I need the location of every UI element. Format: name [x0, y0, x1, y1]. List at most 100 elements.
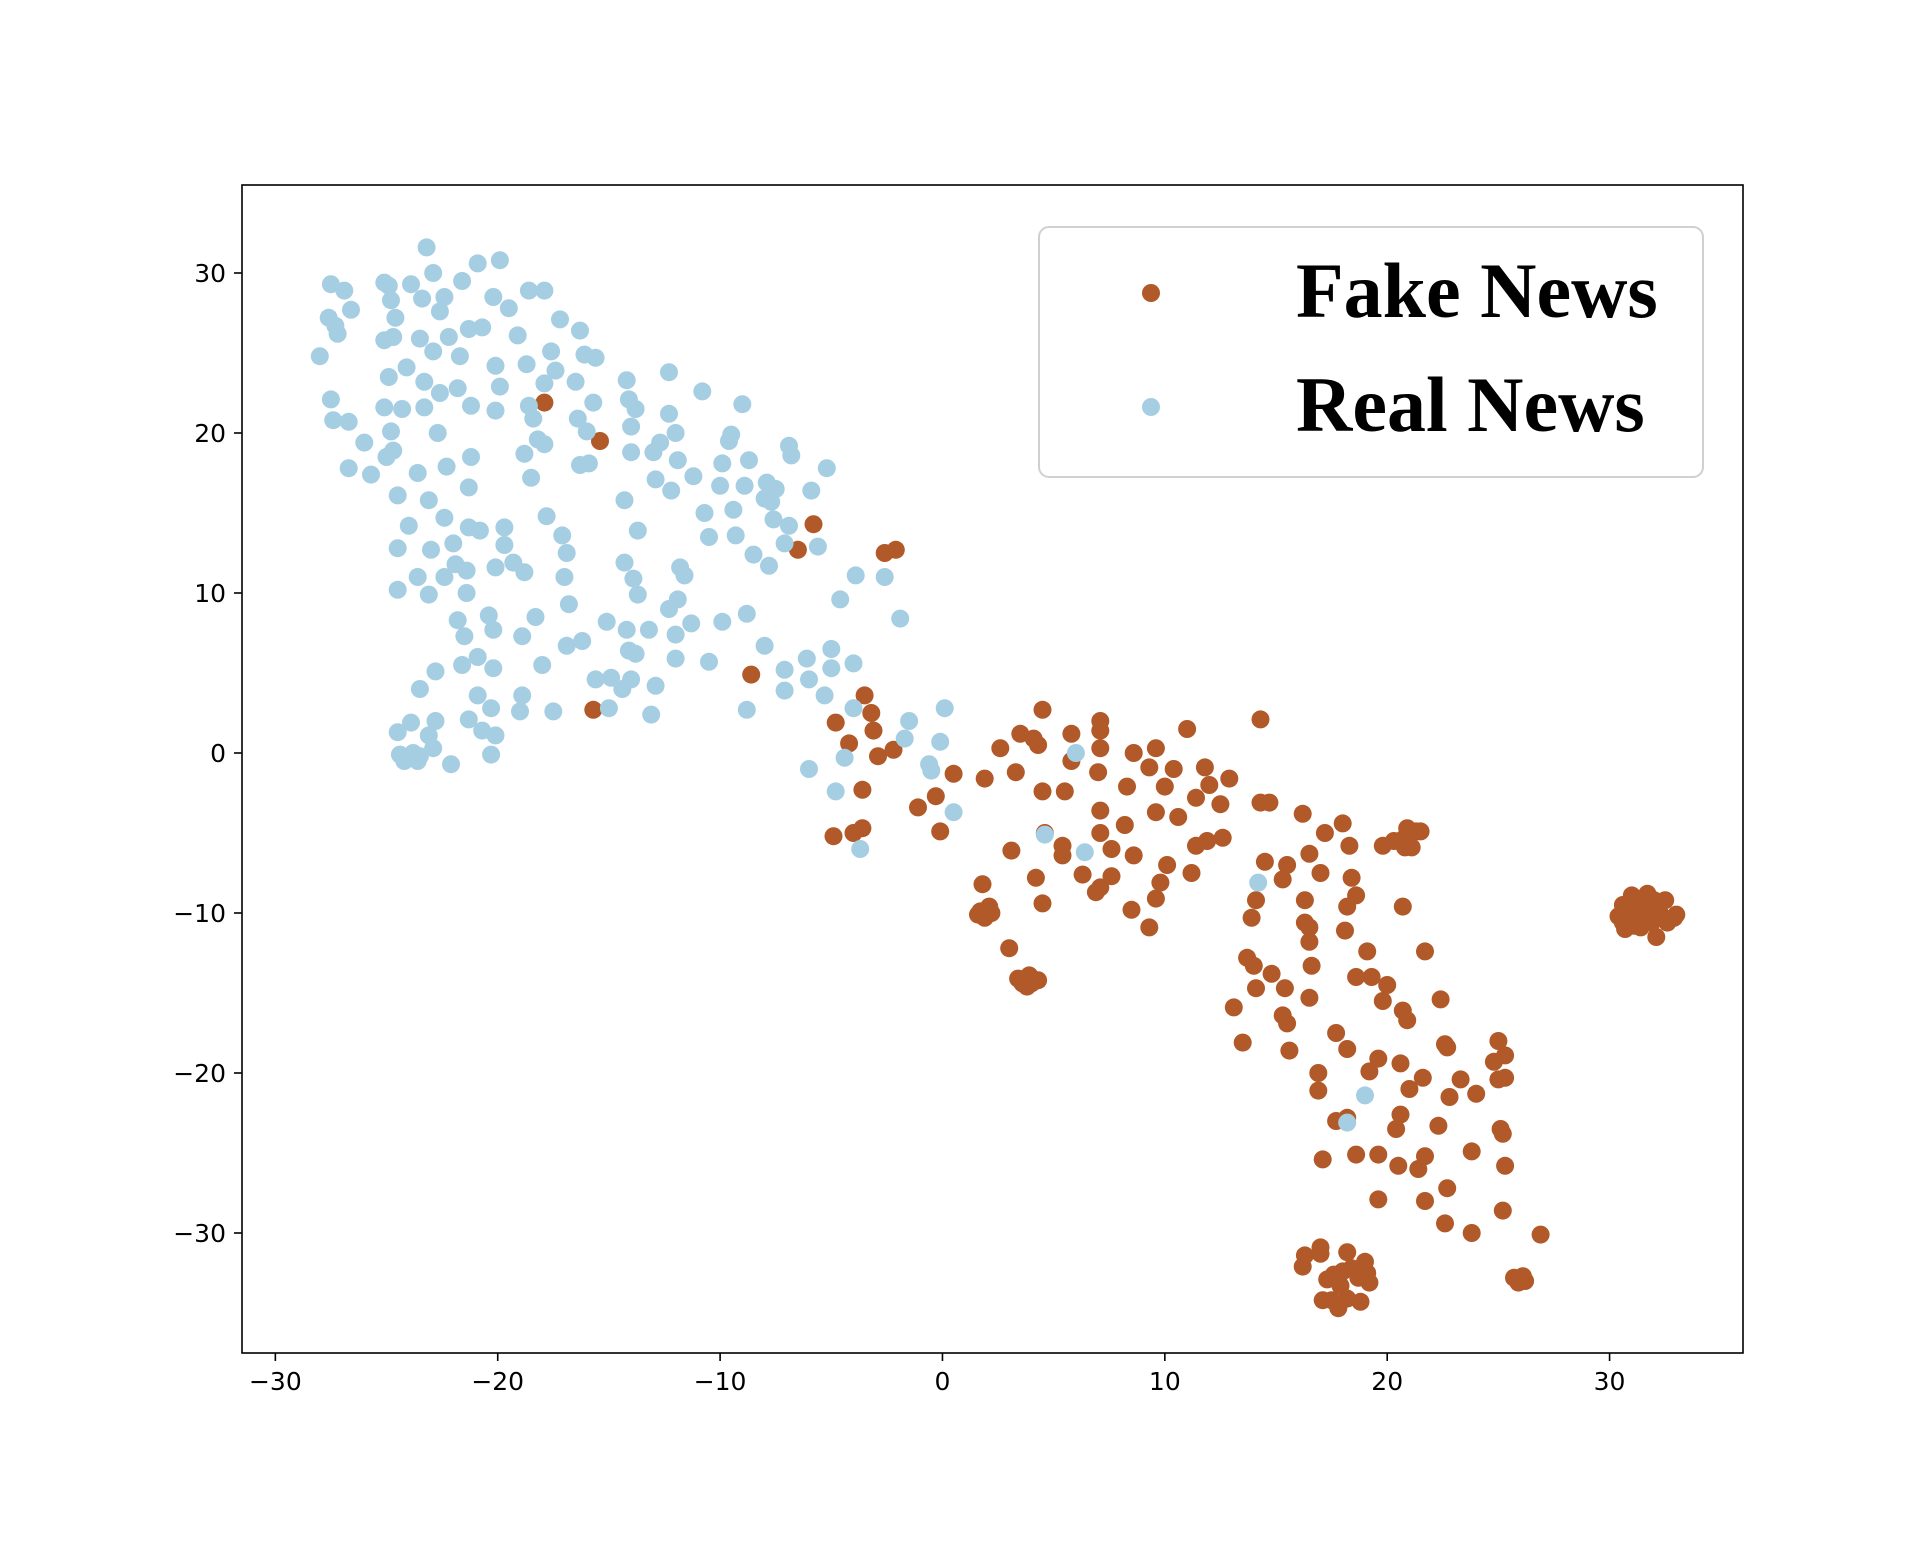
point-real-news-24: [459, 320, 478, 338]
point-real-news-106: [455, 627, 474, 646]
point-real-news-43: [379, 368, 398, 386]
point-real-news-109: [513, 627, 532, 646]
point-real-news-98: [408, 568, 427, 586]
point-fake-news-28: [1029, 736, 1048, 754]
point-fake-news-105: [1273, 870, 1292, 889]
point-fake-news-65: [1073, 865, 1092, 884]
point-real-news-65: [577, 422, 596, 441]
point-fake-news-45: [1091, 801, 1110, 820]
point-fake-news-163: [1467, 1084, 1486, 1103]
point-real-news-136: [399, 748, 418, 767]
point-real-news-160: [780, 436, 798, 455]
point-fake-news-101: [1224, 998, 1243, 1017]
point-fake-news-14: [884, 740, 903, 759]
point-fake-news-144: [1438, 1038, 1457, 1057]
point-real-news-104: [559, 595, 578, 614]
point-fake-news-175: [1531, 1225, 1550, 1244]
point-real-news-235: [1075, 843, 1094, 862]
point-real-news-184: [675, 566, 694, 585]
point-fake-news-181: [1411, 822, 1430, 841]
point-fake-news-18: [944, 764, 963, 783]
point-real-news-122: [511, 702, 529, 721]
point-fake-news-125: [1338, 1040, 1357, 1058]
point-fake-news-147: [1369, 1049, 1388, 1068]
point-real-news-208: [737, 700, 756, 719]
point-fake-news-48: [1200, 776, 1219, 794]
point-fake-news-129: [1336, 921, 1354, 940]
point-fake-news-228: [1656, 891, 1675, 910]
point-real-news-147: [660, 404, 678, 423]
point-real-news-71: [408, 464, 427, 482]
point-real-news-140: [617, 371, 636, 390]
point-fake-news-164: [1462, 1142, 1481, 1161]
point-real-news-42: [566, 372, 585, 391]
point-real-news-101: [457, 584, 476, 602]
point-fake-news-57: [1158, 856, 1177, 874]
point-fake-news-119: [1278, 1014, 1297, 1033]
point-real-news-48: [490, 377, 509, 396]
point-real-news-72: [437, 457, 456, 476]
point-real-news-223: [935, 699, 954, 718]
point-fake-news-8: [855, 686, 874, 705]
point-real-news-143: [733, 395, 752, 414]
point-real-news-91: [553, 526, 572, 545]
point-fake-news-115: [1302, 956, 1321, 975]
point-fake-news-27: [1033, 700, 1052, 719]
point-real-news-21: [413, 289, 432, 308]
point-fake-news-167: [1489, 1032, 1508, 1050]
point-real-news-139: [482, 745, 501, 764]
point-fake-news-7: [584, 700, 603, 719]
point-fake-news-51: [1187, 788, 1205, 807]
y-tick-label: −10: [173, 899, 226, 928]
point-fake-news-96: [1247, 891, 1265, 910]
point-real-news-202: [602, 668, 621, 687]
legend-label-real-news: Real News: [1296, 361, 1645, 448]
point-fake-news-188: [1311, 1244, 1330, 1263]
point-fake-news-141: [1413, 1068, 1432, 1087]
point-fake-news-64: [1086, 883, 1105, 902]
point-fake-news-140: [1416, 942, 1434, 961]
point-real-news-166: [646, 470, 665, 489]
point-fake-news-67: [1053, 846, 1072, 865]
point-real-news-44: [397, 358, 416, 377]
point-fake-news-36: [1164, 760, 1183, 778]
point-real-news-232: [851, 840, 870, 858]
point-fake-news-205: [1351, 1292, 1370, 1311]
point-fake-news-13: [869, 747, 887, 766]
point-real-news-5: [335, 281, 354, 300]
point-fake-news-33: [1091, 739, 1110, 758]
point-real-news-175: [628, 521, 647, 540]
point-real-news-118: [410, 680, 429, 698]
point-real-news-113: [468, 648, 487, 666]
point-real-news-205: [646, 676, 665, 695]
x-tick-label: 30: [1594, 1367, 1626, 1396]
point-fake-news-136: [1373, 992, 1392, 1010]
point-fake-news-99: [1244, 956, 1263, 975]
point-real-news-117: [426, 662, 445, 681]
point-real-news-59: [462, 396, 480, 415]
point-fake-news-133: [1358, 942, 1377, 961]
point-real-news-191: [737, 604, 756, 623]
point-real-news-213: [800, 670, 818, 689]
point-fake-news-124: [1327, 1024, 1346, 1042]
point-fake-news-134: [1362, 968, 1381, 986]
x-tick-label: −30: [249, 1367, 302, 1396]
point-real-news-238: [1338, 1113, 1357, 1132]
point-real-news-185: [624, 569, 643, 588]
point-real-news-163: [713, 454, 732, 473]
point-real-news-228: [835, 748, 854, 767]
point-real-news-225: [931, 732, 950, 751]
point-real-news-151: [644, 443, 663, 462]
point-real-news-194: [639, 620, 658, 639]
point-fake-news-70: [1033, 894, 1052, 913]
point-real-news-39: [586, 348, 605, 367]
point-real-news-123: [544, 702, 563, 721]
point-real-news-84: [444, 534, 463, 553]
point-real-news-229: [800, 760, 818, 778]
point-real-news-33: [424, 342, 443, 361]
x-tick-label: 0: [935, 1367, 951, 1396]
point-fake-news-174: [1493, 1201, 1512, 1220]
point-fake-news-123: [1313, 1150, 1332, 1169]
point-fake-news-154: [1369, 1190, 1388, 1209]
point-fake-news-159: [1438, 1179, 1457, 1198]
